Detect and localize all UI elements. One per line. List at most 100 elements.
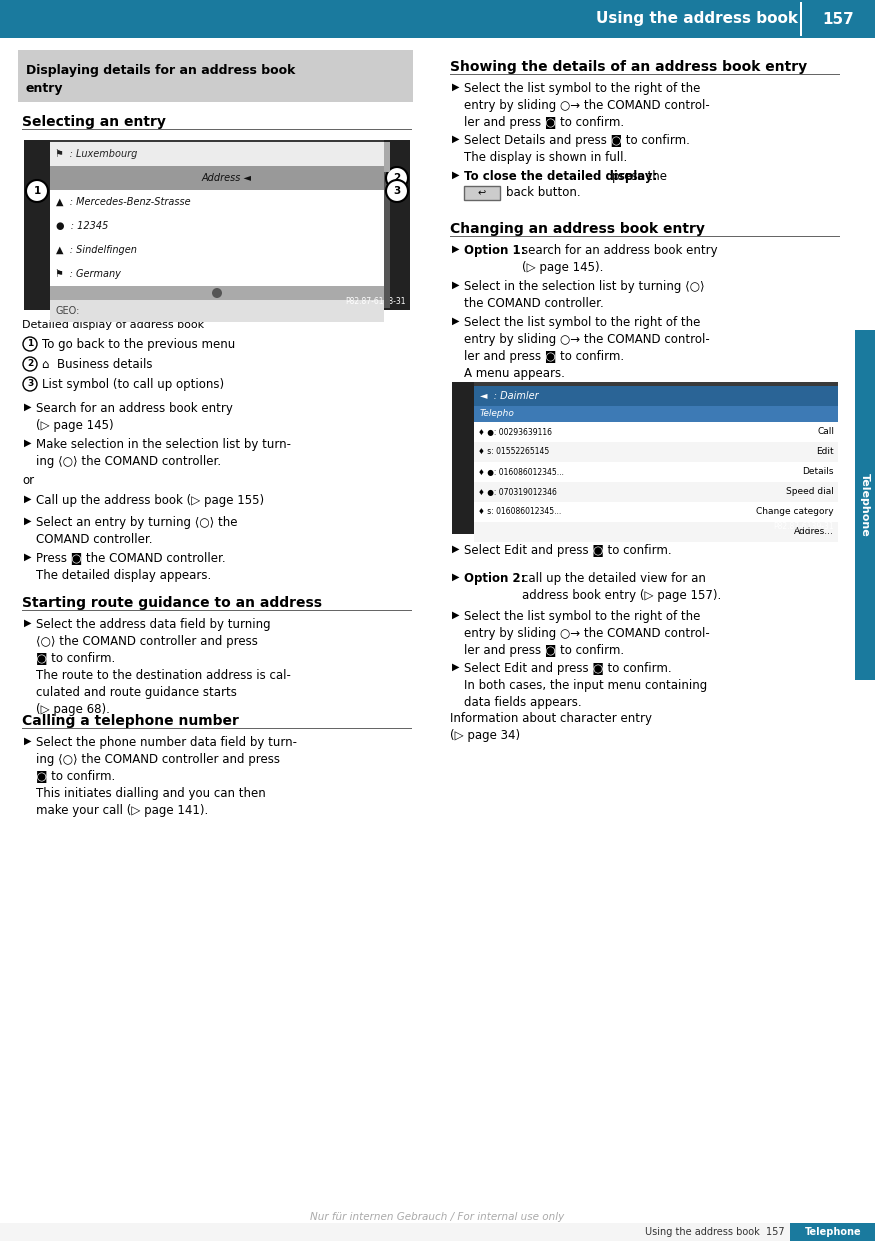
Text: ▶: ▶ (452, 244, 459, 254)
Bar (474, 386, 838, 406)
Circle shape (212, 288, 222, 298)
Text: Select the address data field by turning
⟨○⟩ the COMAND controller and press
◙ t: Select the address data field by turning… (36, 618, 290, 716)
Text: ♦ s: 01552265145: ♦ s: 01552265145 (478, 448, 550, 457)
Bar (790, 1222, 875, 1241)
Text: 1: 1 (27, 340, 33, 349)
Text: 2: 2 (394, 172, 401, 182)
Text: entry: entry (26, 82, 64, 96)
Text: ▶: ▶ (452, 280, 459, 290)
Text: Select the list symbol to the right of the
entry by sliding ○→ the COMAND contro: Select the list symbol to the right of t… (464, 611, 710, 656)
Text: ▶: ▶ (24, 402, 32, 412)
Text: ▶: ▶ (452, 572, 459, 582)
Text: ▶: ▶ (24, 438, 32, 448)
Text: Changing an address book entry: Changing an address book entry (450, 222, 705, 236)
Bar (384, 141, 390, 172)
Text: ▶: ▶ (24, 618, 32, 628)
Bar (50, 285, 384, 300)
Text: GEO:: GEO: (56, 307, 80, 316)
Text: ▲  : Sindelfingen: ▲ : Sindelfingen (56, 244, 136, 254)
Circle shape (23, 338, 37, 351)
Text: Select the list symbol to the right of the
entry by sliding ○→ the COMAND contro: Select the list symbol to the right of t… (464, 82, 710, 129)
Text: ▶: ▶ (452, 661, 459, 671)
Text: Speed dial: Speed dial (786, 488, 834, 496)
Text: Select in the selection list by turning ⟨○⟩
the COMAND controller.: Select in the selection list by turning … (464, 280, 704, 310)
Bar (474, 442, 838, 462)
Text: Using the address book: Using the address book (596, 11, 798, 26)
Bar (464, 186, 500, 200)
Text: ▶: ▶ (452, 544, 459, 553)
Text: Call up the address book (▷ page 155): Call up the address book (▷ page 155) (36, 494, 264, 508)
Bar (384, 141, 390, 308)
Text: ◄  : Daimler: ◄ : Daimler (480, 391, 539, 401)
Text: call up the detailed view for an
address book entry (▷ page 157).: call up the detailed view for an address… (522, 572, 721, 602)
Text: P82.87-6139-31: P82.87-6139-31 (774, 522, 834, 531)
Text: ▶: ▶ (24, 552, 32, 562)
Text: search for an address book entry
(▷ page 145).: search for an address book entry (▷ page… (522, 244, 718, 274)
Bar (50, 213, 384, 238)
Bar (474, 406, 838, 422)
Text: Select Edit and press ◙ to confirm.
In both cases, the input menu containing
dat: Select Edit and press ◙ to confirm. In b… (464, 661, 707, 709)
Text: Option 2:: Option 2: (464, 572, 529, 585)
Text: press the: press the (612, 170, 667, 182)
Text: ♦ ●: 00293639116: ♦ ●: 00293639116 (478, 427, 552, 437)
Text: Telephone: Telephone (805, 1227, 861, 1237)
Bar (474, 503, 838, 522)
Text: Showing the details of an address book entry: Showing the details of an address book e… (450, 60, 807, 74)
Bar (18, 50, 413, 102)
Text: ▶: ▶ (452, 82, 459, 92)
Text: or: or (22, 474, 34, 486)
Text: Displaying details for an address book: Displaying details for an address book (26, 65, 296, 77)
Text: Edit: Edit (816, 448, 834, 457)
Text: Make selection in the selection list by turn-
ing ⟨○⟩ the COMAND controller.: Make selection in the selection list by … (36, 438, 291, 468)
Bar (474, 482, 838, 503)
Bar (50, 141, 384, 166)
Text: ▲  : Mercedes-Benz-Strasse: ▲ : Mercedes-Benz-Strasse (56, 197, 191, 207)
Text: Press ◙ the COMAND controller.
The detailed display appears.: Press ◙ the COMAND controller. The detai… (36, 552, 226, 582)
Bar (474, 422, 838, 442)
Text: ▶: ▶ (452, 170, 459, 180)
Text: Details: Details (802, 468, 834, 477)
Text: ⚑  : Luxembourg: ⚑ : Luxembourg (56, 149, 137, 159)
Text: ▶: ▶ (24, 736, 32, 746)
Text: Select Details and press ◙ to confirm.
The display is shown in full.: Select Details and press ◙ to confirm. T… (464, 134, 690, 164)
Text: 3: 3 (394, 186, 401, 196)
Text: Nur für internen Gebrauch / For internal use only: Nur für internen Gebrauch / For internal… (311, 1212, 564, 1222)
Text: Information about character entry
(▷ page 34): Information about character entry (▷ pag… (450, 712, 652, 742)
Text: ●  : 12345: ● : 12345 (56, 221, 108, 231)
Text: Select the phone number data field by turn-
ing ⟨○⟩ the COMAND controller and pr: Select the phone number data field by tu… (36, 736, 297, 817)
Bar (24, 140, 50, 310)
Text: back button.: back button. (506, 186, 581, 200)
Text: Address ◄: Address ◄ (202, 172, 252, 182)
Bar (452, 382, 474, 534)
Text: Select Edit and press ◙ to confirm.: Select Edit and press ◙ to confirm. (464, 544, 672, 557)
Text: ⌂  Business details: ⌂ Business details (42, 357, 152, 371)
Text: Change category: Change category (756, 508, 834, 516)
Circle shape (26, 180, 48, 202)
Bar (50, 238, 384, 262)
Text: To close the detailed display:: To close the detailed display: (464, 170, 662, 182)
Text: List symbol (to call up options): List symbol (to call up options) (42, 379, 224, 391)
Text: ♦ ●: 016086012345...: ♦ ●: 016086012345... (478, 468, 564, 477)
Text: Using the address book  157: Using the address book 157 (646, 1227, 785, 1237)
Bar (474, 462, 838, 482)
Text: ⚑  : Germany: ⚑ : Germany (56, 269, 121, 279)
Text: ▶: ▶ (452, 316, 459, 326)
Circle shape (23, 377, 37, 391)
Text: Option 1:: Option 1: (464, 244, 529, 257)
Text: P82.87-6138-31: P82.87-6138-31 (346, 297, 406, 307)
Bar (0, 0, 875, 38)
Circle shape (386, 168, 408, 189)
Text: Call: Call (817, 427, 834, 437)
Text: Starting route guidance to an address: Starting route guidance to an address (22, 596, 322, 611)
Text: Telepho: Telepho (480, 410, 514, 418)
Text: Calling a telephone number: Calling a telephone number (22, 714, 239, 728)
Bar (24, 140, 410, 310)
Circle shape (386, 180, 408, 202)
Text: ▶: ▶ (452, 611, 459, 620)
Text: 2: 2 (27, 360, 33, 369)
Bar (0, 1222, 875, 1241)
Text: ▶: ▶ (24, 494, 32, 504)
Bar (50, 190, 384, 213)
Text: Select an entry by turning ⟨○⟩ the
COMAND controller.: Select an entry by turning ⟨○⟩ the COMAN… (36, 516, 237, 546)
Text: 1: 1 (33, 186, 40, 196)
